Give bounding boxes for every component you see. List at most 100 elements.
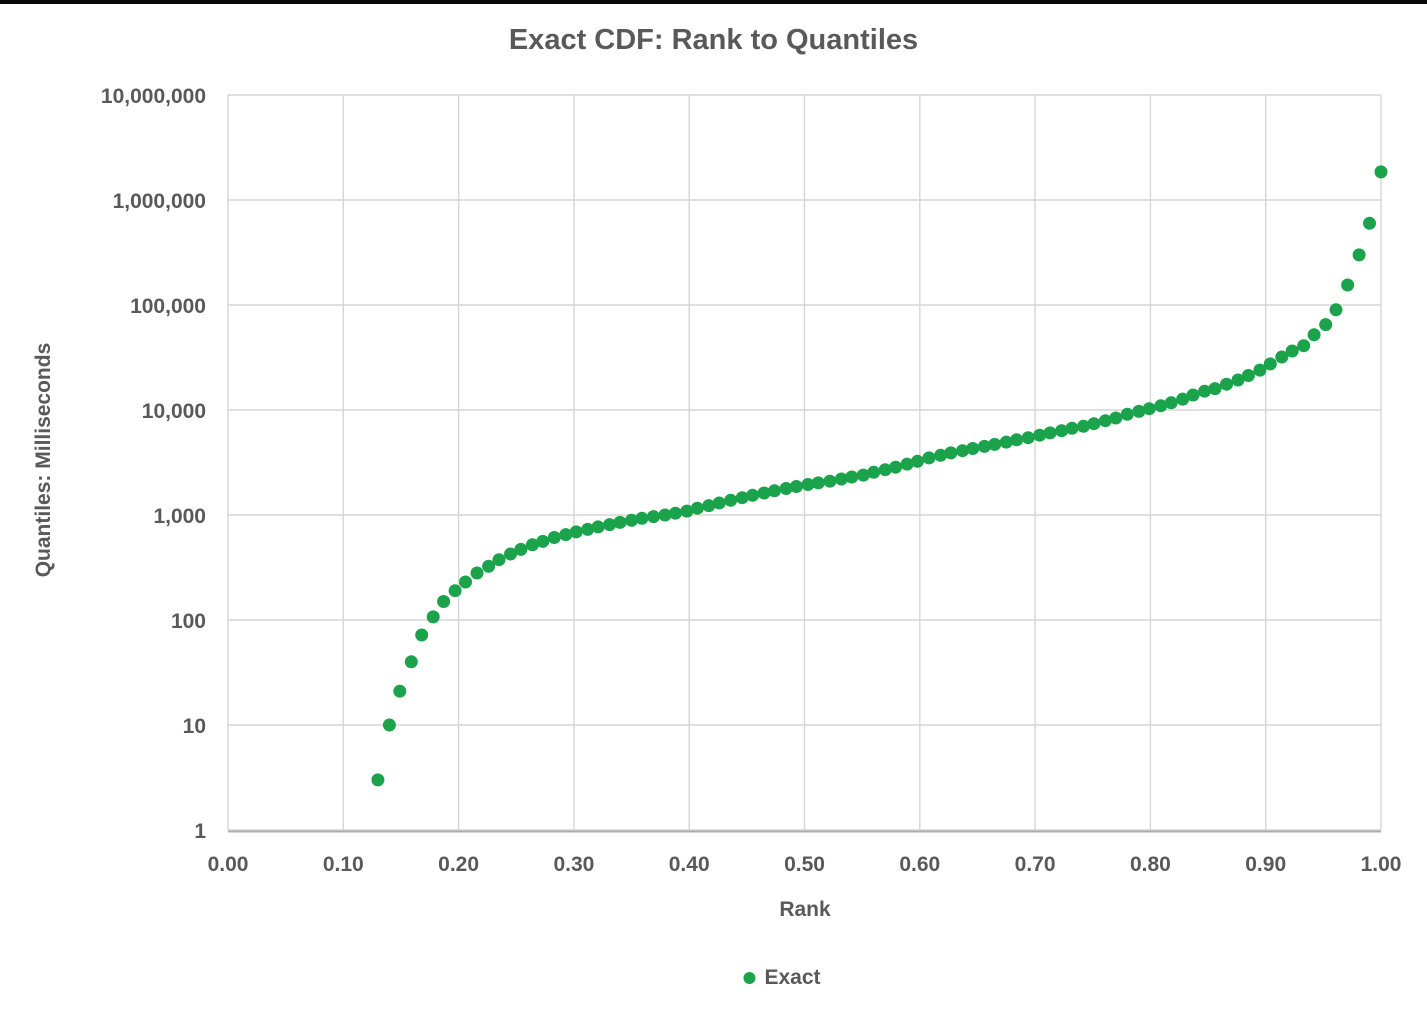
- data-point[interactable]: [437, 595, 451, 608]
- data-point[interactable]: [1231, 373, 1245, 387]
- data-point[interactable]: [1120, 407, 1134, 421]
- data-point[interactable]: [1021, 431, 1035, 445]
- data-point[interactable]: [823, 474, 837, 488]
- data-point[interactable]: [999, 435, 1013, 449]
- data-point[interactable]: [712, 496, 726, 510]
- data-point[interactable]: [492, 553, 506, 567]
- y-tick-label: 10,000: [142, 400, 206, 423]
- data-point[interactable]: [1374, 165, 1388, 179]
- data-point[interactable]: [878, 463, 892, 477]
- data-point[interactable]: [1275, 350, 1289, 364]
- data-point[interactable]: [988, 437, 1002, 451]
- data-point[interactable]: [1285, 344, 1299, 358]
- data-point[interactable]: [779, 482, 793, 495]
- data-point[interactable]: [768, 484, 781, 498]
- data-point[interactable]: [1065, 421, 1079, 435]
- data-point[interactable]: [569, 525, 583, 539]
- data-point[interactable]: [1241, 369, 1255, 382]
- data-point[interactable]: [504, 547, 517, 561]
- legend[interactable]: Exact: [743, 966, 821, 990]
- data-point[interactable]: [426, 610, 440, 624]
- data-point[interactable]: [789, 480, 803, 493]
- data-point[interactable]: [1077, 419, 1090, 433]
- data-point[interactable]: [1329, 303, 1343, 317]
- x-tick-label: 1.00: [1361, 853, 1402, 876]
- data-point[interactable]: [1010, 433, 1024, 447]
- data-point[interactable]: [889, 460, 903, 474]
- data-point[interactable]: [856, 468, 870, 482]
- data-point[interactable]: [613, 515, 627, 529]
- data-point[interactable]: [1319, 318, 1333, 332]
- data-point[interactable]: [1198, 384, 1212, 398]
- data-point[interactable]: [944, 446, 958, 460]
- x-tick-label: 0.80: [1130, 853, 1171, 876]
- data-point[interactable]: [1164, 396, 1178, 410]
- data-point[interactable]: [811, 476, 825, 490]
- y-tick-label: 1: [194, 820, 206, 843]
- data-point[interactable]: [867, 465, 881, 479]
- data-point[interactable]: [966, 442, 980, 455]
- window-top-border: [0, 0, 1427, 4]
- data-point[interactable]: [647, 510, 660, 524]
- data-point[interactable]: [1341, 278, 1355, 292]
- data-point[interactable]: [922, 451, 936, 465]
- data-point[interactable]: [1154, 399, 1168, 413]
- data-point[interactable]: [1263, 357, 1277, 371]
- data-point[interactable]: [735, 491, 749, 505]
- data-point[interactable]: [393, 684, 407, 698]
- data-point[interactable]: [603, 518, 617, 532]
- data-point[interactable]: [514, 542, 528, 556]
- data-point[interactable]: [1109, 411, 1123, 425]
- data-point[interactable]: [625, 513, 638, 527]
- data-point[interactable]: [956, 444, 969, 458]
- data-point[interactable]: [1297, 339, 1311, 353]
- data-point[interactable]: [1220, 377, 1233, 391]
- data-point[interactable]: [1132, 404, 1146, 418]
- data-point[interactable]: [934, 448, 948, 462]
- data-point[interactable]: [591, 520, 605, 534]
- y-tick-label: 10,000,000: [101, 85, 206, 108]
- data-point[interactable]: [382, 718, 396, 732]
- data-point[interactable]: [690, 501, 704, 515]
- data-point[interactable]: [1253, 363, 1267, 377]
- data-point[interactable]: [459, 575, 472, 589]
- data-point[interactable]: [1142, 402, 1156, 416]
- data-point[interactable]: [724, 493, 738, 507]
- data-point[interactable]: [1055, 424, 1069, 438]
- data-point[interactable]: [1352, 248, 1366, 262]
- data-point[interactable]: [1043, 426, 1057, 440]
- data-point[interactable]: [834, 472, 848, 486]
- data-point[interactable]: [559, 528, 573, 542]
- data-point[interactable]: [702, 499, 716, 513]
- data-point[interactable]: [911, 454, 924, 468]
- data-point[interactable]: [845, 470, 859, 484]
- data-point[interactable]: [977, 439, 991, 453]
- data-point[interactable]: [668, 506, 682, 520]
- data-point[interactable]: [581, 522, 595, 536]
- data-point[interactable]: [658, 508, 672, 522]
- data-point[interactable]: [1363, 216, 1376, 230]
- data-point[interactable]: [801, 478, 815, 491]
- data-point[interactable]: [1208, 382, 1222, 396]
- data-point[interactable]: [371, 773, 385, 787]
- x-axis-title: Rank: [779, 898, 831, 921]
- data-point[interactable]: [470, 566, 484, 580]
- data-point[interactable]: [1087, 417, 1101, 431]
- data-point[interactable]: [746, 488, 760, 502]
- data-point[interactable]: [415, 628, 429, 642]
- data-point[interactable]: [482, 559, 496, 573]
- data-point[interactable]: [680, 504, 694, 518]
- data-point[interactable]: [1176, 392, 1190, 406]
- data-point[interactable]: [404, 655, 418, 669]
- data-point[interactable]: [536, 534, 550, 548]
- data-point[interactable]: [448, 584, 462, 598]
- data-point[interactable]: [1186, 388, 1200, 402]
- data-point[interactable]: [525, 538, 539, 552]
- data-point[interactable]: [1033, 428, 1047, 442]
- data-point[interactable]: [1098, 414, 1112, 428]
- data-point[interactable]: [635, 511, 649, 525]
- data-point[interactable]: [547, 531, 561, 544]
- data-point[interactable]: [1307, 328, 1321, 342]
- data-point[interactable]: [757, 486, 771, 500]
- data-point[interactable]: [900, 457, 914, 471]
